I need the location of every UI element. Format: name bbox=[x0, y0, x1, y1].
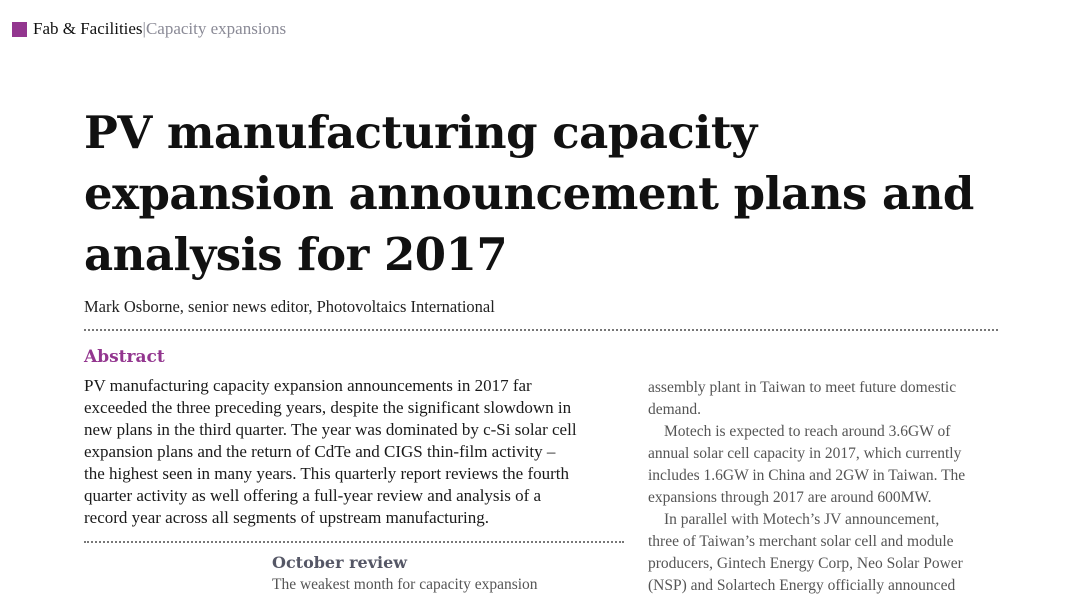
abstract-line: quarter activity as well offering a full… bbox=[84, 485, 577, 507]
abstract-line: record year across all segments of upstr… bbox=[84, 507, 577, 529]
title-line: expansion announcement plans and bbox=[84, 163, 974, 224]
october-review-text: The weakest month for capacity expansion bbox=[272, 576, 538, 594]
body-line: assembly plant in Taiwan to meet future … bbox=[648, 377, 965, 399]
body-line: Motech is expected to reach around 3.6GW… bbox=[648, 421, 965, 443]
body-line: In parallel with Motech’s JV announcemen… bbox=[648, 509, 965, 531]
body-line: annual solar cell capacity in 2017, whic… bbox=[648, 443, 965, 465]
abstract-line: PV manufacturing capacity expansion anno… bbox=[84, 375, 577, 397]
section-color-marker bbox=[12, 22, 27, 37]
body-line: demand. bbox=[648, 399, 965, 421]
body-line: expansions through 2017 are around 600MW… bbox=[648, 487, 965, 509]
body-line: (NSP) and Solartech Energy officially an… bbox=[648, 575, 965, 597]
abstract-line: new plans in the third quarter. The year… bbox=[84, 419, 577, 441]
divider bbox=[84, 541, 624, 543]
body-line: includes 1.6GW in China and 2GW in Taiwa… bbox=[648, 465, 965, 487]
subsection-name: Capacity expansions bbox=[146, 19, 286, 39]
abstract-heading: Abstract bbox=[84, 347, 165, 367]
article-title: PV manufacturing capacity expansion anno… bbox=[84, 102, 974, 285]
abstract-line: expansion plans and the return of CdTe a… bbox=[84, 441, 577, 463]
body-line: producers, Gintech Energy Corp, Neo Sola… bbox=[648, 553, 965, 575]
section-name: Fab & Facilities bbox=[33, 19, 143, 39]
section-header: Fab & Facilities | Capacity expansions bbox=[12, 19, 286, 39]
title-line: PV manufacturing capacity bbox=[84, 102, 974, 163]
abstract-text: PV manufacturing capacity expansion anno… bbox=[84, 375, 577, 529]
divider bbox=[84, 329, 998, 331]
october-review-heading: October review bbox=[272, 553, 407, 572]
author-byline: Mark Osborne, senior news editor, Photov… bbox=[84, 297, 495, 317]
body-line: three of Taiwan’s merchant solar cell an… bbox=[648, 531, 965, 553]
abstract-line: the highest seen in many years. This qua… bbox=[84, 463, 577, 485]
title-line: analysis for 2017 bbox=[84, 224, 974, 285]
right-column-text: assembly plant in Taiwan to meet future … bbox=[648, 377, 965, 597]
abstract-line: exceeded the three preceding years, desp… bbox=[84, 397, 577, 419]
